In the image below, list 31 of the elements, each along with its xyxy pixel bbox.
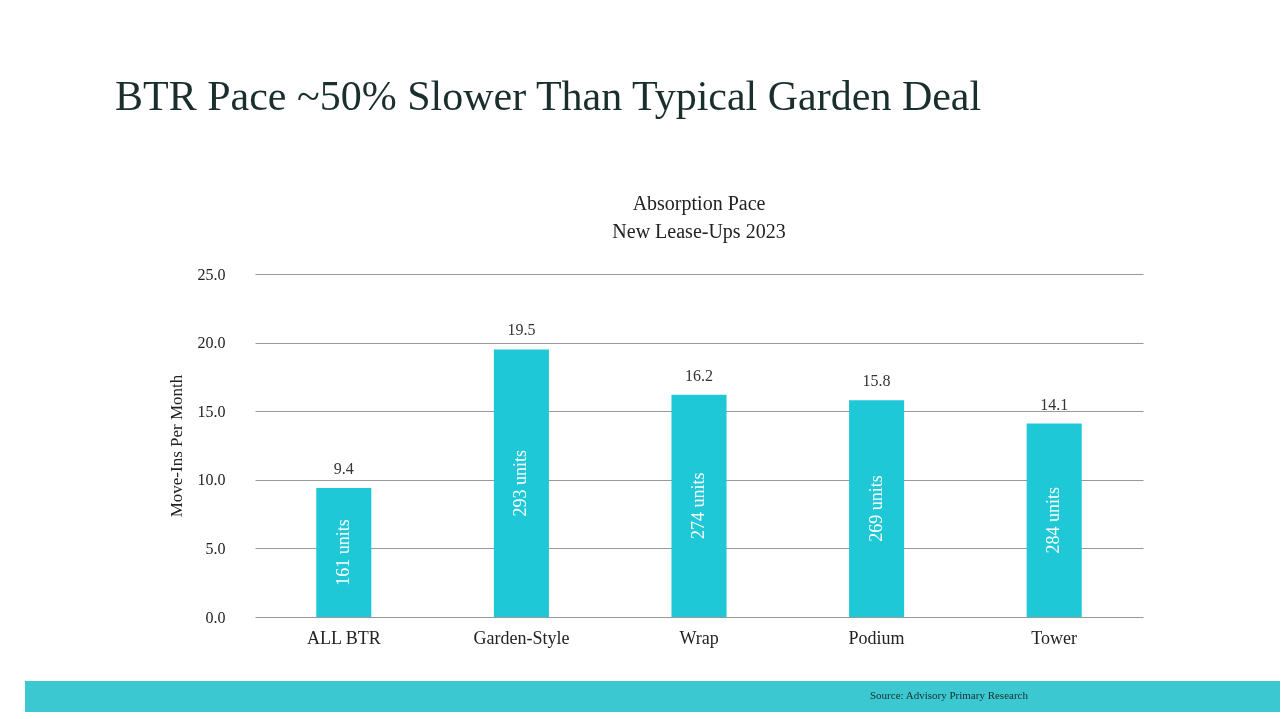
y-tick-label: 15.0 (197, 402, 226, 420)
bar (316, 488, 372, 617)
x-tick-label: ALL BTR (306, 627, 381, 648)
y-tick-label: 5.0 (205, 539, 226, 557)
y-tick-label: 25.0 (197, 265, 226, 283)
bar (1026, 423, 1082, 617)
annotation: 269 units (865, 475, 886, 542)
x-tick-label: Garden-Style (473, 627, 570, 648)
bar (493, 349, 549, 617)
y-axis-title: Move-Ins Per Month (166, 374, 186, 518)
bar (849, 400, 905, 617)
annotation: 161 units (332, 519, 353, 586)
y-tick-label: 0.0 (205, 608, 226, 626)
source-note: Source: Advisory Primary Research (870, 689, 1028, 701)
data-label: 9.4 (333, 460, 354, 478)
data-label: 14.1 (1040, 395, 1069, 413)
footer-strip: Source: Advisory Primary Research (25, 681, 1280, 712)
x-tick-label: Podium (848, 627, 905, 648)
x-tick-label: Wrap (679, 627, 719, 648)
x-tick-label: Tower (1031, 627, 1078, 648)
annotation: 274 units (688, 472, 708, 540)
y-tick-label: 10.0 (197, 471, 226, 489)
data-label: 19.5 (507, 321, 536, 339)
data-label: 15.8 (862, 372, 891, 390)
annotation: 284 units (1043, 487, 1064, 554)
y-tick-label: 20.0 (197, 334, 226, 352)
annotation: 293 units (510, 449, 531, 517)
chart-subtitle: Absorption Pace New Lease-Ups 2023 (612, 192, 786, 243)
data-label: 16.2 (685, 366, 713, 384)
chart-title: BTR Pace ~50% Slower Than Typical Garden Deal (115, 72, 982, 120)
bar (671, 394, 727, 617)
